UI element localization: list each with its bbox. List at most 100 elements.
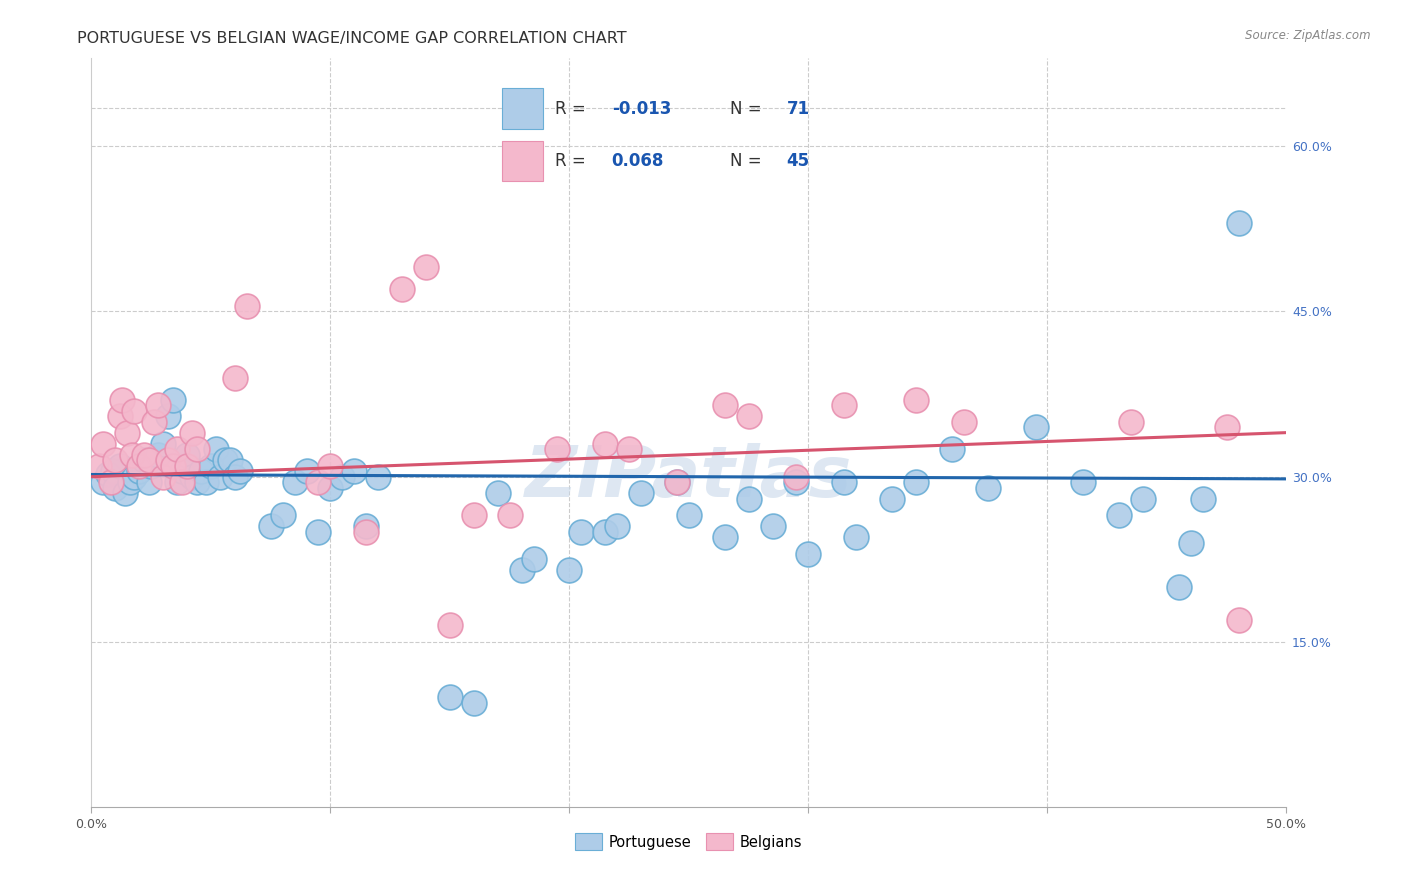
Point <box>832 475 855 490</box>
Point <box>761 519 783 533</box>
Point <box>93 475 114 490</box>
Point <box>180 469 202 483</box>
Point <box>547 442 569 457</box>
Point <box>797 547 820 561</box>
Point <box>132 448 155 462</box>
Point <box>295 464 318 478</box>
Point <box>124 403 146 417</box>
Point <box>186 475 208 490</box>
Point <box>1180 536 1202 550</box>
Point <box>148 448 170 462</box>
Point <box>307 475 329 490</box>
Point <box>593 436 616 450</box>
Point <box>832 398 855 412</box>
Point <box>845 530 868 544</box>
Point <box>148 398 170 412</box>
Point <box>714 530 737 544</box>
Point <box>953 415 976 429</box>
Point <box>228 464 250 478</box>
Point <box>630 486 652 500</box>
Point <box>111 392 134 407</box>
Point <box>162 458 184 473</box>
Point <box>172 475 194 490</box>
Text: ZIPatlas: ZIPatlas <box>526 443 852 512</box>
Point <box>156 409 179 423</box>
Point <box>152 436 174 450</box>
Point <box>905 475 928 490</box>
Point <box>121 448 143 462</box>
Point <box>176 458 198 473</box>
Point <box>678 508 700 523</box>
Point <box>976 481 998 495</box>
Point <box>142 415 165 429</box>
Point <box>593 524 616 539</box>
Point <box>737 409 759 423</box>
Point <box>319 458 342 473</box>
Point <box>162 392 184 407</box>
Point <box>195 475 218 490</box>
Point <box>785 469 807 483</box>
Point <box>141 458 162 473</box>
Point <box>367 469 389 483</box>
Point <box>224 370 246 384</box>
Point <box>1215 420 1237 434</box>
Point <box>166 475 188 490</box>
Point <box>880 491 904 506</box>
Text: Source: ZipAtlas.com: Source: ZipAtlas.com <box>1246 29 1371 42</box>
Point <box>941 442 963 457</box>
Point <box>1024 420 1046 434</box>
Point <box>209 469 232 483</box>
Point <box>115 425 138 440</box>
Point <box>463 508 485 523</box>
Point <box>319 481 342 495</box>
Point <box>214 453 236 467</box>
Point <box>1167 580 1189 594</box>
Point <box>1108 508 1130 523</box>
Point <box>606 519 628 533</box>
Point <box>439 690 461 704</box>
Point <box>190 464 212 478</box>
Point <box>415 260 437 275</box>
Point <box>271 508 294 523</box>
Point <box>354 519 377 533</box>
Point <box>180 425 202 440</box>
Point <box>1192 491 1215 506</box>
Point <box>104 481 127 495</box>
Point <box>558 563 581 577</box>
Point <box>463 696 485 710</box>
Point <box>714 398 737 412</box>
Point <box>100 475 122 490</box>
Point <box>666 475 689 490</box>
Point <box>905 392 928 407</box>
Point <box>571 524 593 539</box>
Point <box>156 453 179 467</box>
Point <box>97 467 120 482</box>
Point <box>666 475 689 490</box>
Point <box>1132 491 1154 506</box>
Point <box>132 453 155 467</box>
Point <box>498 508 520 523</box>
Legend: Portuguese, Belgians: Portuguese, Belgians <box>569 828 808 856</box>
Point <box>138 475 160 490</box>
Point <box>114 486 136 500</box>
Point <box>785 475 807 490</box>
Point <box>1119 415 1142 429</box>
Point <box>1227 613 1250 627</box>
Point <box>523 552 546 566</box>
Point <box>219 453 242 467</box>
Point <box>118 475 141 490</box>
Point <box>108 409 131 423</box>
Point <box>284 475 307 490</box>
Point <box>104 453 127 467</box>
Point <box>486 486 509 500</box>
Point <box>152 469 174 483</box>
Point <box>332 469 354 483</box>
Point <box>186 442 208 457</box>
Point <box>307 524 329 539</box>
Point <box>166 442 188 457</box>
Point <box>204 442 226 457</box>
Point <box>124 469 146 483</box>
Point <box>235 299 259 313</box>
Point <box>391 282 413 296</box>
Point <box>510 563 533 577</box>
